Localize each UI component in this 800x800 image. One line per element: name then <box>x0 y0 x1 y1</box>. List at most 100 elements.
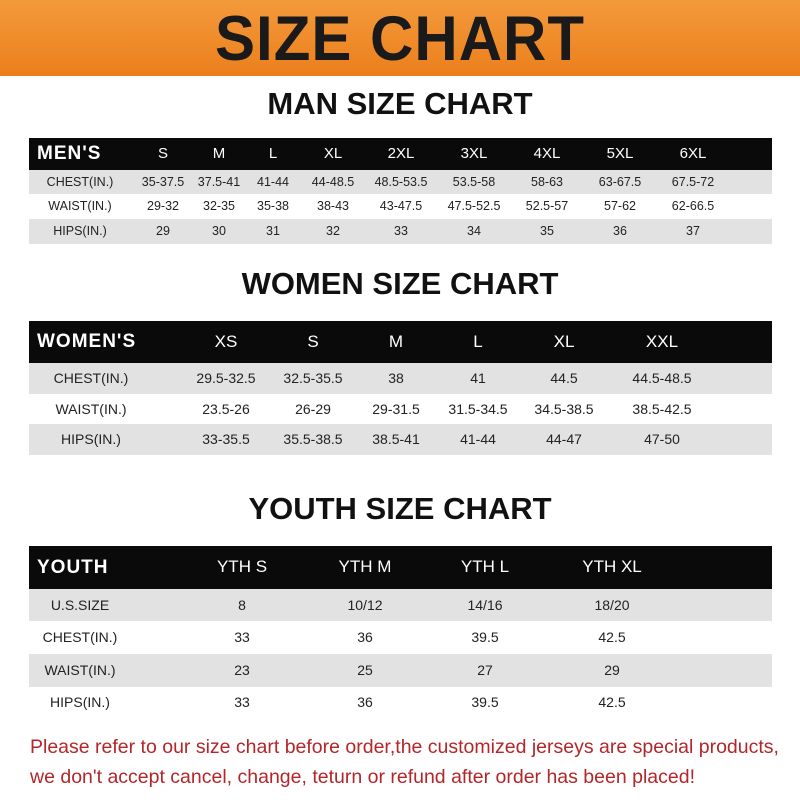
table-cell: 32.5-35.5 <box>283 370 343 387</box>
table-cell: 30 <box>212 224 226 238</box>
table-cell: 36 <box>357 629 373 646</box>
size-header: XL <box>553 331 575 351</box>
row-label: CHEST(IN.) <box>42 629 118 646</box>
table-cell: 47-50 <box>644 431 680 448</box>
table-cell: 34 <box>467 224 481 238</box>
table-cell: 41-44 <box>257 174 289 189</box>
size-header: L <box>268 145 278 162</box>
title-banner: SIZE CHART <box>0 0 800 76</box>
size-header: S <box>307 331 319 351</box>
table-cell: 29 <box>156 224 170 238</box>
row-label: HIPS(IN.) <box>50 694 110 711</box>
size-header: M <box>212 145 226 162</box>
page-title: SIZE CHART <box>215 3 585 74</box>
size-header: 6XL <box>679 145 707 162</box>
table-row: WAIST(IN.) 23 25 27 29 <box>29 654 772 687</box>
table-row: CHEST(IN.) 29.5-32.5 32.5-35.5 38 41 44.5 44.5… <box>29 363 772 394</box>
table-row: CHEST(IN.) 35-37.5 37.5-41 41-44 44-48.5 48.5… <box>29 170 772 194</box>
table-cell: 14/16 <box>467 596 503 613</box>
youth-header-row: YOUTH YTH S YTH M YTH L YTH XL <box>29 546 772 589</box>
table-cell: 38.5-42.5 <box>632 400 692 417</box>
table-cell: 32-35 <box>203 199 235 213</box>
table-row: U.S.SIZE 8 10/12 14/16 18/20 <box>29 589 772 621</box>
table-cell: 52.5-57 <box>525 199 569 213</box>
women-header-label: WOMEN'S <box>37 331 137 352</box>
table-cell: 31 <box>266 224 280 238</box>
row-label: CHEST(IN.) <box>46 174 114 189</box>
row-label: HIPS(IN.) <box>53 224 107 238</box>
table-cell: 23 <box>234 662 250 679</box>
table-row: HIPS(IN.) 33-35.5 35.5-38.5 38.5-41 41-44 44-… <box>29 424 772 455</box>
table-cell: 38 <box>388 370 404 387</box>
size-header: XS <box>214 331 238 351</box>
table-cell: 29-32 <box>147 199 179 213</box>
size-header: M <box>388 331 404 351</box>
row-label: WAIST(IN.) <box>48 199 112 213</box>
table-cell: 58-63 <box>531 174 563 189</box>
row-label: U.S.SIZE <box>50 596 110 613</box>
table-cell: 35.5-38.5 <box>283 431 343 448</box>
table-cell: 57-62 <box>604 199 636 213</box>
size-header: 5XL <box>606 145 634 162</box>
size-header: S <box>157 145 169 162</box>
table-cell: 36 <box>613 224 627 238</box>
table-cell: 29-31.5 <box>372 400 420 417</box>
table-cell: 67.5-72 <box>671 174 715 189</box>
youth-header-label: YOUTH <box>37 556 109 578</box>
row-label: WAIST(IN.) <box>55 400 127 417</box>
table-cell: 43-47.5 <box>379 199 423 213</box>
table-cell: 33 <box>234 694 250 711</box>
size-header: XL <box>323 145 343 162</box>
table-cell: 37 <box>686 224 700 238</box>
table-cell: 39.5 <box>471 629 499 646</box>
table-cell: 32 <box>326 224 340 238</box>
table-row: WAIST(IN.) 23.5-26 26-29 29-31.5 31.5-34.5 34… <box>29 394 772 424</box>
table-cell: 33 <box>234 629 250 646</box>
size-header: YTH S <box>216 557 268 577</box>
table-cell: 31.5-34.5 <box>448 400 508 417</box>
table-cell: 35 <box>540 224 554 238</box>
table-cell: 42.5 <box>598 694 626 711</box>
youth-section-title: YOUTH SIZE CHART <box>248 491 552 526</box>
table-cell: 44.5-48.5 <box>632 370 692 387</box>
table-row: CHEST(IN.) 33 36 39.5 42.5 <box>29 621 772 654</box>
size-header: YTH M <box>338 557 392 577</box>
men-header-label: MEN'S <box>37 143 102 164</box>
table-cell: 42.5 <box>598 629 626 646</box>
table-cell: 37.5-41 <box>197 174 241 189</box>
table-cell: 23.5-26 <box>202 400 250 417</box>
table-cell: 27 <box>477 662 493 679</box>
men-header-row: MEN'S S M L XL 2XL 3XL 4XL 5XL 6XL <box>29 138 772 170</box>
table-cell: 33 <box>394 224 408 238</box>
table-cell: 10/12 <box>347 596 383 613</box>
table-cell: 44.5 <box>550 370 578 387</box>
table-cell: 38.5-41 <box>372 431 420 448</box>
table-row: HIPS(IN.) 29 30 31 32 33 34 35 36 37 <box>29 219 772 244</box>
table-row: HIPS(IN.) 33 36 39.5 42.5 <box>29 687 772 718</box>
table-cell: 41 <box>470 370 486 387</box>
table-cell: 38-43 <box>317 199 349 213</box>
table-cell: 63-67.5 <box>598 174 642 189</box>
table-cell: 47.5-52.5 <box>447 199 501 213</box>
size-header: YTH L <box>460 557 510 577</box>
size-header: XXL <box>645 331 679 351</box>
men-section-title: MAN SIZE CHART <box>267 86 533 121</box>
table-cell: 26-29 <box>295 400 331 417</box>
size-header: 4XL <box>533 145 561 162</box>
size-header: YTH XL <box>582 557 642 577</box>
table-cell: 29 <box>604 662 620 679</box>
notice-line-2: we don't accept cancel, change, teturn o… <box>30 766 695 788</box>
size-header: L <box>473 331 483 351</box>
table-cell: 48.5-53.5 <box>374 174 428 189</box>
size-header: 3XL <box>460 145 488 162</box>
table-cell: 62-66.5 <box>671 199 715 213</box>
table-cell: 18/20 <box>594 596 630 613</box>
table-cell: 34.5-38.5 <box>534 400 594 417</box>
table-cell: 44-47 <box>546 431 582 448</box>
notice-line-1: Please refer to our size chart before or… <box>30 736 779 758</box>
table-cell: 36 <box>357 694 373 711</box>
row-label: CHEST(IN.) <box>53 370 129 387</box>
women-section-title: WOMEN SIZE CHART <box>241 266 559 301</box>
table-cell: 44-48.5 <box>311 174 355 189</box>
